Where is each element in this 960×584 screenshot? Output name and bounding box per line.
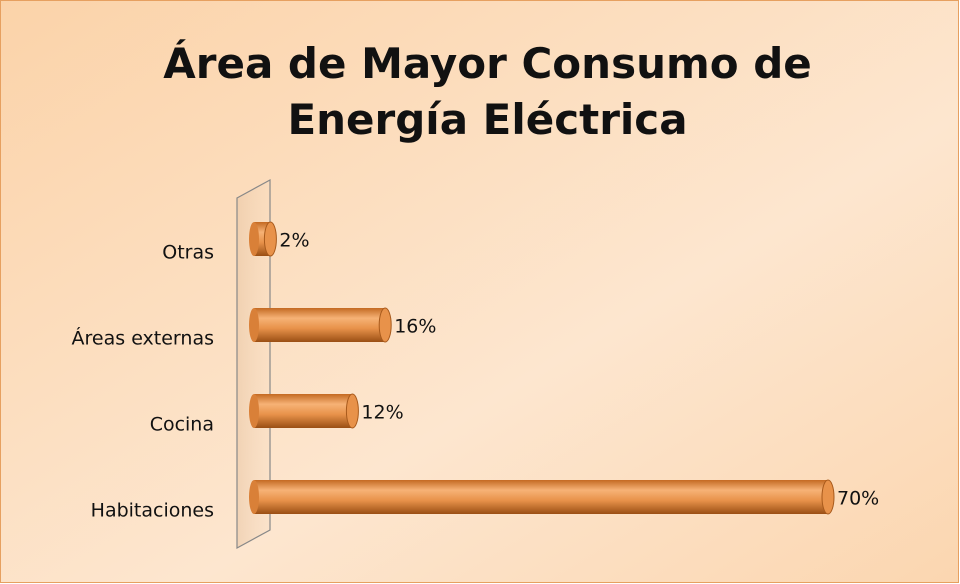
bar [249, 393, 359, 429]
bar-start [249, 308, 259, 342]
bar-start [249, 222, 259, 256]
y-tick-label: Cocina [150, 414, 214, 436]
bar-cap [378, 307, 392, 343]
axis-wall [236, 178, 271, 550]
chart-title: Área de Mayor Consumo de Energía Eléctri… [163, 39, 812, 144]
bar [249, 221, 277, 257]
bar-body [254, 308, 386, 342]
data-label: 70% [837, 488, 879, 510]
bar-start [249, 394, 259, 428]
y-tick-label: Áreas externas [72, 327, 214, 350]
bar [249, 479, 835, 515]
bar [249, 307, 392, 343]
bars: Habitaciones 70% Cocina 12% Áreas externas 16… [72, 221, 879, 522]
data-label: 16% [394, 316, 436, 338]
data-label: 12% [361, 402, 403, 424]
bar-cap [821, 479, 835, 515]
bar-cap [263, 221, 277, 257]
y-tick-label: Habitaciones [91, 500, 214, 522]
bar-start [249, 480, 259, 514]
data-label: 2% [279, 230, 309, 252]
bar-cap [345, 393, 359, 429]
y-tick-label: Otras [162, 242, 214, 264]
bar-body [254, 394, 353, 428]
bar-body [254, 480, 828, 514]
